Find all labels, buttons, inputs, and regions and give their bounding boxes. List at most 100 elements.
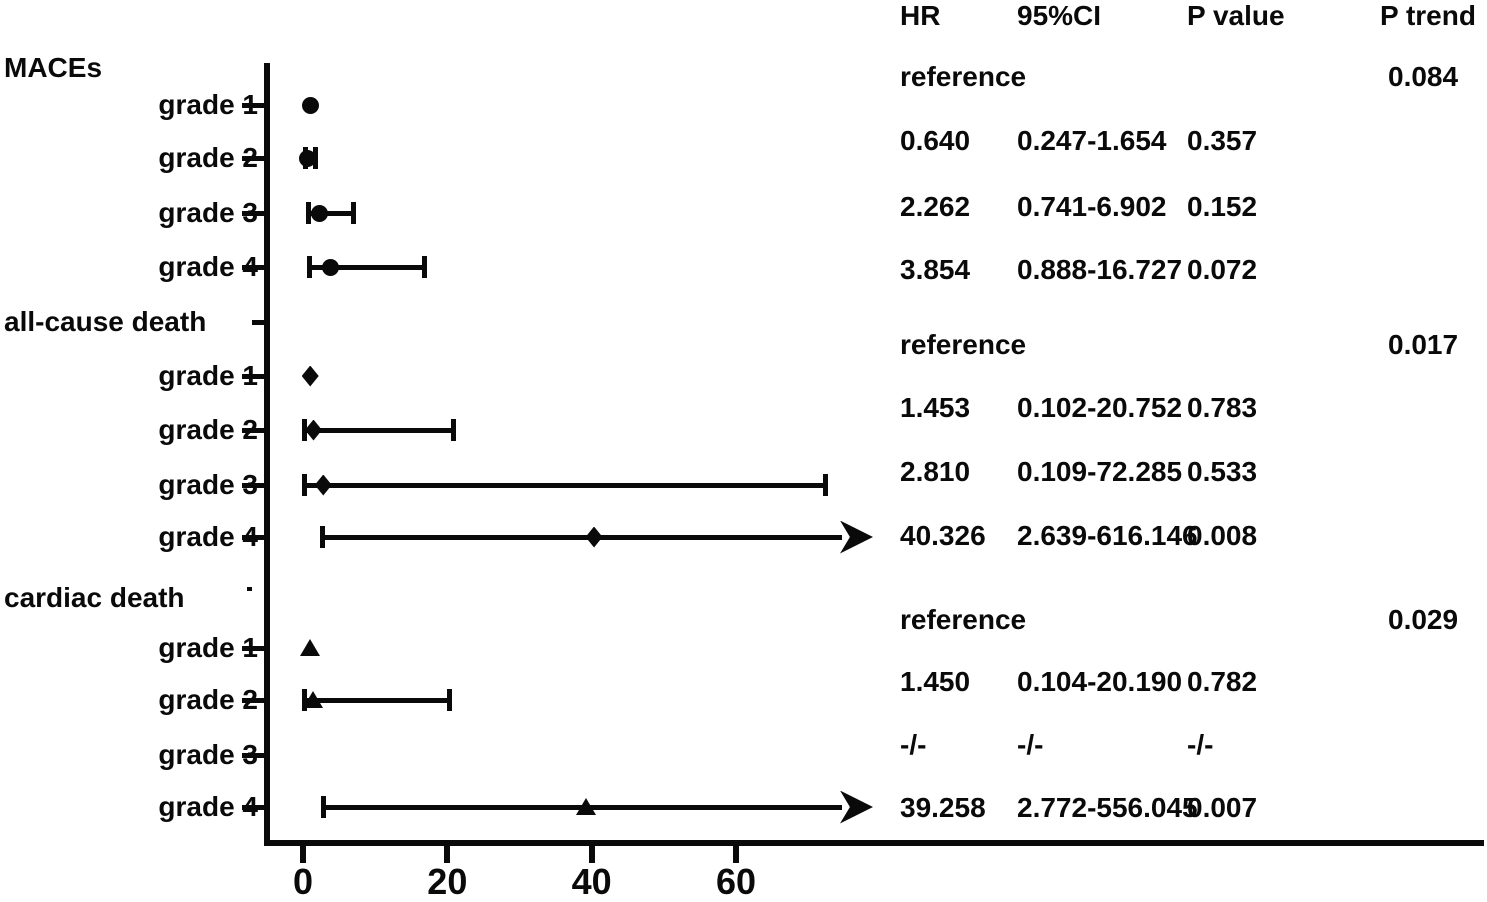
- ci-cap-right: [450, 419, 456, 441]
- marker-triangle: [300, 639, 321, 656]
- ci-arrowhead-icon: [840, 520, 873, 554]
- grade-label: grade 4: [158, 791, 258, 822]
- p-value: 0.008: [1187, 520, 1258, 551]
- p-value: 0.783: [1187, 392, 1258, 423]
- ci-cap-left: [307, 256, 313, 278]
- p-value: 0.072: [1187, 254, 1258, 285]
- marker-diamond: [314, 474, 332, 496]
- marker-circle: [310, 204, 328, 222]
- marker-triangle: [303, 691, 324, 708]
- x-axis-tick: [444, 846, 451, 863]
- y-axis-grade-tick: [242, 697, 270, 703]
- grade-label: grade 4: [158, 521, 258, 552]
- marker-triangle: [576, 798, 597, 815]
- y-axis-grade-tick: [242, 645, 270, 651]
- marker-diamond: [301, 365, 319, 387]
- ci-value: 2.772-556.045: [1017, 792, 1198, 823]
- grade-label: grade 2: [158, 684, 258, 715]
- ci-value: 0.888-16.727: [1017, 254, 1183, 285]
- marker-diamond: [585, 526, 603, 548]
- y-axis-line: [264, 63, 270, 845]
- grade-label: grade 1: [158, 360, 258, 391]
- p-trend-value: 0.017: [1388, 329, 1459, 360]
- y-axis-stray-dot: [247, 587, 252, 591]
- col-header-pvalue: P value: [1187, 0, 1285, 31]
- hr-value: 1.450: [900, 666, 971, 697]
- ci-value: 0.247-1.654: [1017, 125, 1167, 156]
- x-axis-tick: [733, 846, 740, 863]
- ci-cap-left: [321, 796, 326, 818]
- hr-value: reference: [900, 604, 1027, 635]
- y-axis-grade-tick: [242, 155, 270, 161]
- ci-line: [303, 427, 453, 433]
- x-axis-tick-label: 40: [571, 861, 612, 902]
- ci-line: [308, 210, 353, 216]
- ci-line: [303, 482, 825, 488]
- ci-value: 0.109-72.285: [1017, 456, 1183, 487]
- y-axis-grade-tick: [242, 482, 270, 488]
- section-label: MACEs: [4, 52, 103, 83]
- ci-value: 0.102-20.752: [1017, 392, 1183, 423]
- x-axis-line: [264, 840, 1484, 846]
- col-header-ptrend: P trend: [1380, 0, 1476, 31]
- p-value: 0.533: [1187, 456, 1258, 487]
- y-axis-grade-tick: [242, 752, 270, 758]
- ci-cap-left: [301, 419, 307, 441]
- grade-label: grade 4: [158, 251, 258, 282]
- hr-value: 2.262: [900, 191, 971, 222]
- y-axis-grade-tick: [242, 210, 270, 216]
- marker-diamond: [304, 419, 322, 441]
- p-value: 0.152: [1187, 191, 1258, 222]
- p-trend-value: 0.084: [1388, 61, 1459, 92]
- ci-line: [303, 697, 449, 703]
- ci-cap-right: [446, 689, 452, 711]
- ci-value: 2.639-616.146: [1017, 520, 1198, 551]
- grade-label: grade 1: [158, 632, 258, 663]
- ci-arrowhead-icon: [840, 790, 873, 824]
- ci-cap-right: [822, 474, 828, 496]
- x-axis-tick: [588, 846, 595, 863]
- p-value: 0.782: [1187, 666, 1258, 697]
- hr-value: 2.810: [900, 456, 971, 487]
- ci-line: [322, 534, 842, 540]
- ci-cap-right: [350, 202, 356, 224]
- p-value: 0.007: [1187, 792, 1258, 823]
- ci-cap-left: [320, 526, 326, 548]
- x-axis-tick-label: 0: [292, 861, 314, 902]
- y-axis-section-tick: [252, 320, 270, 325]
- y-axis-grade-tick: [242, 804, 270, 810]
- grade-label: grade 1: [158, 89, 258, 120]
- hr-value: reference: [900, 329, 1027, 360]
- y-axis-grade-tick: [242, 373, 270, 379]
- hr-value: 40.326: [900, 520, 986, 551]
- marker-circle: [322, 258, 340, 276]
- grade-label: grade 3: [158, 469, 258, 500]
- ci-value: 0.741-6.902: [1017, 191, 1167, 222]
- section-label: all-cause death: [4, 306, 207, 337]
- ci-cap-left: [306, 202, 312, 224]
- p-value: -/-: [1187, 729, 1214, 760]
- grade-label: grade 3: [158, 197, 258, 228]
- x-axis-tick-label: 20: [427, 861, 468, 902]
- x-axis-tick-label: 60: [715, 861, 757, 902]
- col-header-95ci: 95%CI: [1017, 0, 1102, 31]
- marker-circle: [301, 96, 319, 114]
- y-axis-grade-tick: [242, 102, 270, 108]
- hr-value: 1.453: [900, 392, 971, 423]
- y-axis-grade-tick: [242, 534, 270, 540]
- grade-label: grade 2: [158, 414, 258, 445]
- grade-label: grade 2: [158, 142, 258, 173]
- hr-value: 0.640: [900, 125, 971, 156]
- y-axis-grade-tick: [242, 264, 270, 270]
- hr-value: 39.258: [900, 792, 986, 823]
- p-value: 0.357: [1187, 125, 1258, 156]
- x-axis-tick: [300, 846, 306, 863]
- p-trend-value: 0.029: [1388, 604, 1459, 635]
- grade-label: grade 3: [158, 739, 258, 770]
- hr-value: reference: [900, 61, 1027, 92]
- hr-value: -/-: [900, 729, 927, 760]
- ci-line: [309, 264, 424, 270]
- ci-value: -/-: [1017, 729, 1044, 760]
- section-label: cardiac death: [4, 582, 185, 613]
